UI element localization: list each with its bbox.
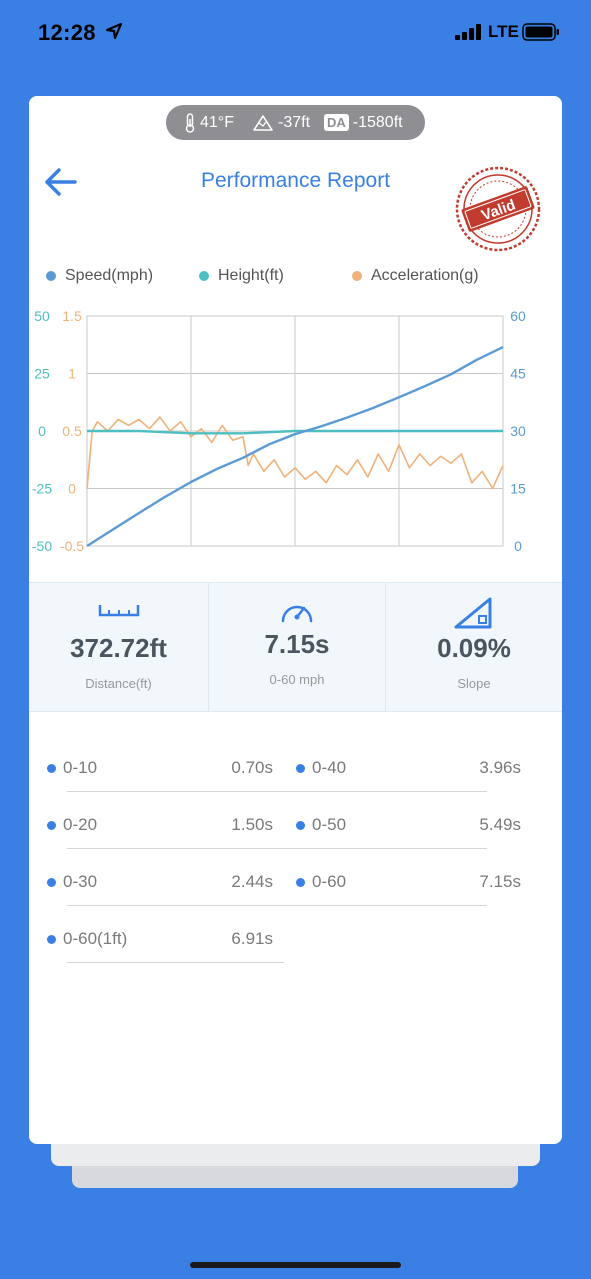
- split-label: 0-50: [312, 815, 347, 834]
- split-dot: [296, 764, 305, 773]
- split-value: 2.44s: [231, 872, 273, 891]
- legend-speed: Speed(mph): [46, 267, 153, 285]
- mountain-icon: [253, 114, 273, 131]
- split-value: 3.96s: [479, 758, 521, 777]
- status-time: 12:28: [38, 20, 96, 45]
- split-label: 0-60: [312, 872, 347, 891]
- y-tick-label-acceleration: -0.5: [60, 538, 84, 554]
- split-value: 7.15s: [479, 872, 521, 891]
- chart-tick-labels: 50 25 0 -25 -50 1.5 1 0.5 0 -0.5 60 45 30 15 0: [32, 308, 526, 554]
- split-value: 5.49s: [479, 815, 521, 834]
- split-dot: [47, 764, 56, 773]
- y-tick-label-acceleration: 0.5: [62, 423, 82, 439]
- stats-row: 372.72ft Distance(ft) 7.15s 0-60 mph 0.0…: [29, 582, 562, 712]
- stat-distance: 372.72ft Distance(ft): [29, 583, 208, 711]
- y-tick-label-speed: 30: [510, 423, 526, 439]
- legend-height-label: Height(ft): [218, 267, 284, 284]
- battery-icon: [522, 23, 559, 41]
- density-altitude-value: -1580ft: [352, 113, 403, 131]
- y-tick-label-speed: 15: [510, 481, 526, 497]
- split-value: 0.70s: [231, 758, 273, 777]
- y-tick-label-speed: 45: [510, 366, 526, 382]
- stat-divider: [385, 583, 386, 711]
- location-arrow-icon: [105, 22, 123, 40]
- zero-to-sixty-label: 0-60 mph: [269, 672, 325, 687]
- split-row: 0-20 1.50s 0-50 5.49s: [47, 805, 521, 863]
- speedometer-icon: [281, 605, 313, 623]
- performance-report-card: 41°F -37ft DA -1580ft Performance Report…: [29, 96, 562, 1144]
- split-divider: [67, 848, 487, 849]
- split-value: 1.50s: [231, 815, 273, 834]
- altitude-reading: -37ft: [253, 105, 310, 140]
- distance-value: 372.72ft: [70, 633, 167, 663]
- legend-acceleration-label: Acceleration(g): [371, 267, 479, 284]
- altitude-value: -37ft: [278, 113, 311, 131]
- chart-series: [86, 346, 504, 548]
- network-type: LTE: [488, 22, 519, 41]
- split-divider: [67, 962, 284, 963]
- density-altitude-reading: DA -1580ft: [324, 105, 403, 140]
- split-dot: [296, 878, 305, 887]
- y-tick-label-speed: 60: [510, 308, 526, 324]
- split-dot: [47, 878, 56, 887]
- y-tick-label-height: 25: [34, 366, 50, 382]
- cellular-signal-icon: [455, 24, 481, 40]
- density-altitude-badge: DA: [324, 114, 349, 131]
- stat-divider: [208, 583, 209, 711]
- slope-icon: [454, 597, 492, 629]
- split-divider: [67, 791, 487, 792]
- ruler-icon: [98, 605, 139, 617]
- y-tick-label-height: -50: [32, 538, 52, 554]
- distance-label: Distance(ft): [85, 676, 152, 691]
- split-label: 0-30: [63, 872, 98, 891]
- back-arrow-button[interactable]: [41, 162, 81, 202]
- temperature-value: 41°F: [200, 113, 234, 131]
- legend-speed-dot: [46, 271, 56, 281]
- status-bar: 12:28 LTE: [0, 0, 591, 64]
- split-divider: [67, 905, 487, 906]
- split-dot: [296, 821, 305, 830]
- split-label: 0-20: [63, 815, 98, 834]
- y-tick-label-acceleration: 1.5: [62, 308, 82, 324]
- split-label: 0-60(1ft): [63, 929, 128, 948]
- split-dot: [47, 821, 56, 830]
- y-tick-label-acceleration: 0: [68, 481, 76, 497]
- conditions-pill: 41°F -37ft DA -1580ft: [166, 105, 425, 140]
- stat-zero-to-sixty: 7.15s 0-60 mph: [209, 583, 385, 711]
- legend-acceleration: Acceleration(g): [352, 267, 479, 285]
- thermometer-icon: [185, 112, 195, 133]
- performance-chart: 50 25 0 -25 -50 1.5 1 0.5 0 -0.5 60 45 30 15 0: [32, 308, 526, 554]
- legend-height-dot: [199, 271, 209, 281]
- y-tick-label-speed: 0: [514, 538, 522, 554]
- speed-series-line: [86, 346, 504, 548]
- split-label: 0-10: [63, 758, 98, 777]
- valid-stamp-icon: Valid: [455, 166, 541, 252]
- slope-label: Slope: [457, 676, 491, 691]
- legend-height: Height(ft): [199, 267, 284, 285]
- slope-value: 0.09%: [437, 633, 511, 663]
- stat-slope: 0.09% Slope: [386, 583, 562, 711]
- acceleration-series-line: [86, 416, 504, 490]
- y-tick-label-height: -25: [32, 481, 52, 497]
- split-value: 6.91s: [231, 929, 273, 948]
- y-tick-label-acceleration: 1: [68, 366, 76, 382]
- split-row: 0-30 2.44s 0-60 7.15s: [47, 862, 521, 920]
- temperature-reading: 41°F: [184, 105, 234, 140]
- y-tick-label-height: 50: [34, 308, 50, 324]
- split-row: 0-60(1ft) 6.91s: [47, 919, 287, 977]
- split-dot: [47, 935, 56, 944]
- split-label: 0-40: [312, 758, 347, 777]
- y-tick-label-height: 0: [38, 423, 46, 439]
- legend-speed-label: Speed(mph): [65, 267, 154, 284]
- zero-to-sixty-value: 7.15s: [264, 629, 330, 659]
- home-indicator[interactable]: [190, 1262, 401, 1268]
- page-title: Performance Report: [200, 169, 391, 192]
- legend-acceleration-dot: [352, 271, 362, 281]
- split-row: 0-10 0.70s 0-40 3.96s: [47, 748, 521, 806]
- height-series-line: [87, 429, 503, 435]
